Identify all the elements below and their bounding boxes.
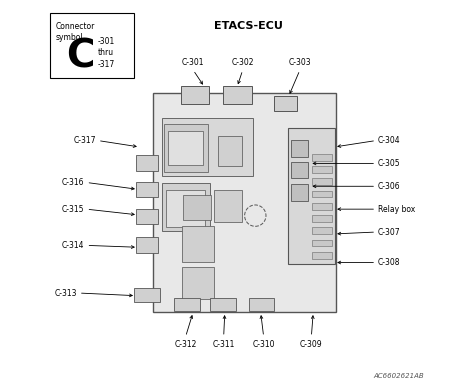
Text: AC6602621AB: AC6602621AB [373,373,424,379]
FancyBboxPatch shape [210,298,236,311]
Text: C-312: C-312 [174,340,197,349]
FancyBboxPatch shape [50,13,134,78]
FancyBboxPatch shape [166,190,205,227]
Bar [312,215,332,222]
FancyBboxPatch shape [137,237,158,253]
Text: Connector
symbol: Connector symbol [56,22,95,42]
Bar [312,154,332,161]
FancyBboxPatch shape [182,268,214,299]
FancyBboxPatch shape [183,195,211,220]
Text: -301
thru
-317: -301 thru -317 [98,36,115,69]
FancyBboxPatch shape [153,93,336,312]
Text: Relay box: Relay box [378,205,415,214]
Text: C-313: C-313 [55,288,77,298]
Text: C-310: C-310 [253,340,275,349]
FancyBboxPatch shape [291,184,308,201]
Text: C-305: C-305 [378,159,401,168]
FancyBboxPatch shape [214,190,242,222]
Bar [312,240,332,247]
Text: C-314: C-314 [62,241,84,250]
FancyBboxPatch shape [164,124,209,172]
FancyBboxPatch shape [218,136,242,166]
Text: C-302: C-302 [231,58,254,67]
Text: C-301: C-301 [182,58,204,67]
Text: ETACS-ECU: ETACS-ECU [214,21,283,31]
FancyBboxPatch shape [137,209,158,224]
Text: C-316: C-316 [62,178,84,187]
FancyBboxPatch shape [137,182,158,197]
Bar [312,252,332,259]
Bar [312,190,332,197]
Text: C-311: C-311 [212,340,235,349]
Text: C-309: C-309 [300,340,323,349]
Bar [312,227,332,234]
Bar [312,166,332,173]
FancyBboxPatch shape [222,86,252,104]
FancyBboxPatch shape [291,140,308,157]
FancyBboxPatch shape [162,183,210,231]
Text: C-317: C-317 [73,136,96,145]
Text: C-307: C-307 [378,228,401,237]
FancyBboxPatch shape [273,96,297,111]
FancyBboxPatch shape [168,131,203,166]
FancyBboxPatch shape [249,298,274,311]
FancyBboxPatch shape [174,298,200,311]
Text: C-303: C-303 [289,58,311,67]
Text: C-306: C-306 [378,182,401,191]
FancyBboxPatch shape [291,162,308,178]
FancyBboxPatch shape [182,226,214,262]
FancyBboxPatch shape [162,118,254,176]
Bar [312,179,332,185]
Text: C-304: C-304 [378,136,401,145]
FancyBboxPatch shape [135,288,160,302]
FancyBboxPatch shape [289,128,335,264]
Text: C: C [66,38,95,76]
Text: C-308: C-308 [378,258,401,267]
FancyBboxPatch shape [181,86,209,104]
Text: C-315: C-315 [62,205,84,214]
Bar [312,203,332,210]
FancyBboxPatch shape [137,156,158,170]
